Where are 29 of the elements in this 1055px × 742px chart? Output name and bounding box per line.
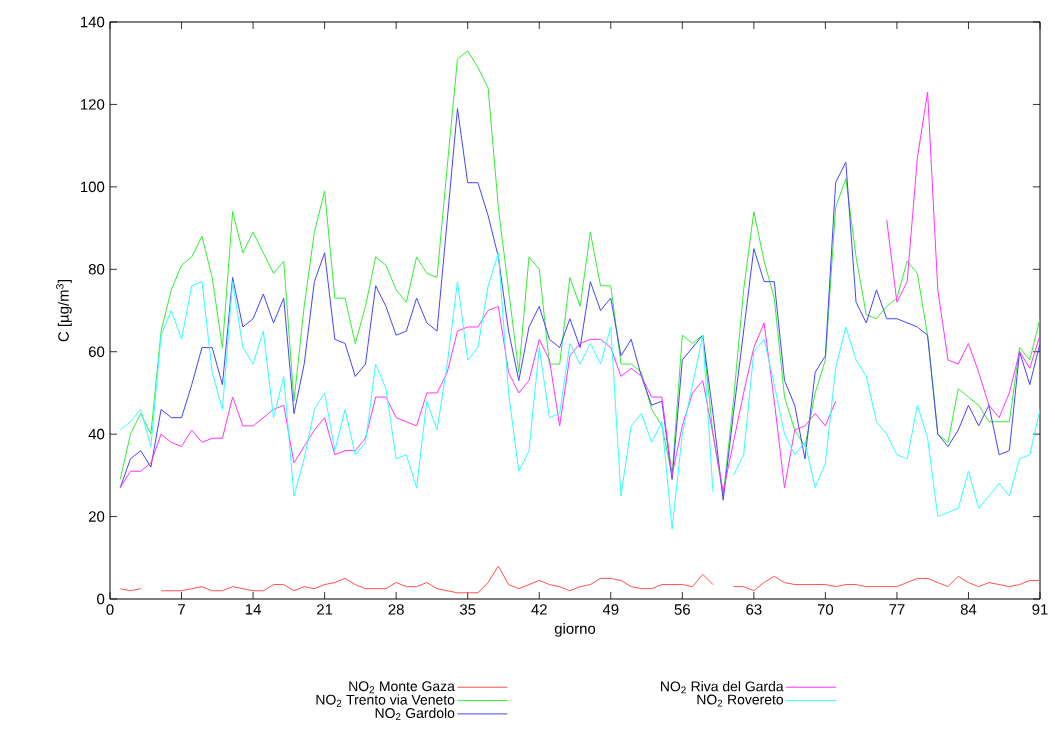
y-tick-label: 140 bbox=[81, 16, 105, 28]
x-tick-label: 21 bbox=[317, 604, 333, 615]
y-tick-label: 0 bbox=[97, 593, 105, 605]
x-tick-label: 70 bbox=[817, 604, 834, 615]
x-tick-label: 77 bbox=[889, 604, 905, 615]
y-tick-label: 20 bbox=[88, 511, 105, 522]
y-tick-label: 80 bbox=[88, 263, 105, 275]
x-tick-label: 49 bbox=[602, 604, 619, 615]
y-tick-label: 100 bbox=[81, 181, 105, 193]
x-tick-label: 28 bbox=[388, 604, 404, 615]
x-tick-label: 0 bbox=[106, 604, 114, 615]
y-tick-label: 120 bbox=[81, 99, 105, 110]
y-tick-label: 40 bbox=[88, 428, 105, 440]
legend-label: NO$_{2}$ Rovereto bbox=[697, 694, 784, 707]
legend-label: NO$_{2}$ Riva del Garda bbox=[661, 681, 784, 694]
x-tick-label: 84 bbox=[960, 604, 977, 615]
x-axis-title: giorno bbox=[554, 622, 596, 637]
legend-label: NO$_{2}$ Trento via Veneto bbox=[316, 694, 455, 707]
x-tick-label: 56 bbox=[674, 604, 690, 615]
y-tick-label: 60 bbox=[88, 346, 105, 357]
legend-label: NO$_{2}$ Gardolo bbox=[375, 707, 455, 720]
y-axis-title: C [µg/m$^{3}$] bbox=[56, 280, 72, 342]
x-tick-label: 35 bbox=[459, 604, 476, 615]
x-tick-label: 63 bbox=[746, 604, 762, 615]
x-tick-label: 14 bbox=[245, 604, 261, 615]
x-tick-label: 91 bbox=[1032, 604, 1048, 615]
x-tick-label: 7 bbox=[178, 604, 185, 615]
legend-label: NO$_{2}$ Monte Gaza bbox=[349, 681, 455, 694]
x-tick-label: 42 bbox=[531, 604, 547, 615]
